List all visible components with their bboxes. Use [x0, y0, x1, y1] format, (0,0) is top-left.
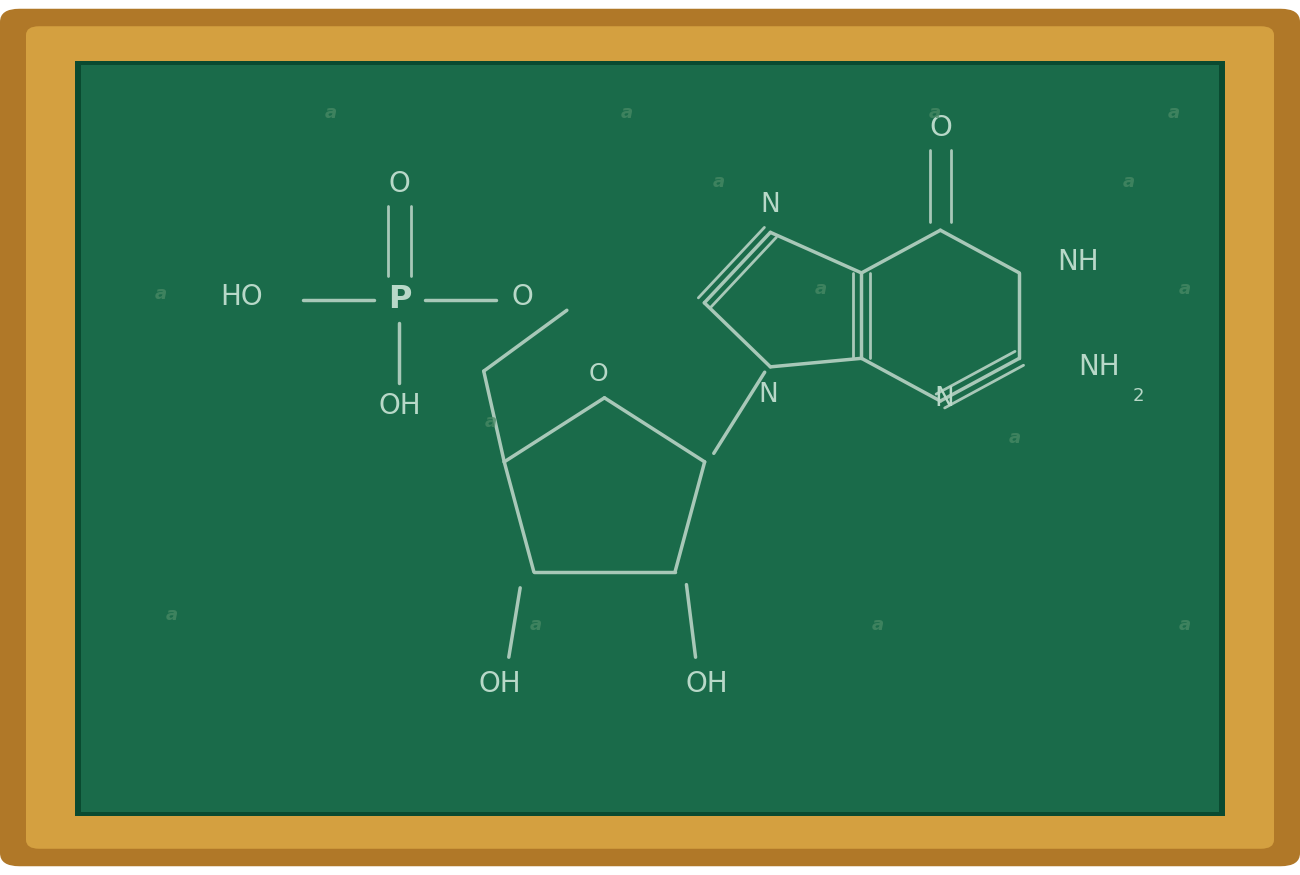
Text: OH: OH — [378, 392, 421, 420]
Text: a: a — [530, 616, 542, 634]
Text: OH: OH — [685, 670, 728, 698]
Text: a: a — [928, 104, 941, 122]
Text: a: a — [872, 616, 884, 634]
Text: a: a — [1179, 616, 1191, 634]
Text: P: P — [387, 284, 411, 315]
Text: O: O — [930, 114, 952, 142]
Text: a: a — [1009, 430, 1021, 447]
Text: a: a — [815, 280, 827, 298]
Text: a: a — [165, 606, 178, 624]
Text: a: a — [325, 104, 337, 122]
Text: NH: NH — [1079, 353, 1121, 381]
Text: OH: OH — [478, 670, 521, 698]
Text: NH: NH — [1058, 248, 1100, 276]
FancyBboxPatch shape — [26, 26, 1274, 849]
Text: O: O — [389, 171, 411, 199]
Text: HO: HO — [220, 284, 263, 312]
Text: N: N — [760, 192, 780, 218]
Text: a: a — [1179, 280, 1191, 298]
Text: a: a — [155, 285, 166, 304]
Text: a: a — [712, 173, 724, 191]
Text: O: O — [512, 284, 533, 312]
FancyBboxPatch shape — [81, 65, 1219, 812]
Text: N: N — [758, 382, 777, 408]
Text: O: O — [589, 362, 608, 387]
FancyBboxPatch shape — [0, 9, 1300, 866]
Text: a: a — [1167, 104, 1180, 122]
Text: a: a — [621, 104, 633, 122]
Text: 2: 2 — [1134, 387, 1144, 404]
Text: a: a — [1122, 173, 1135, 191]
Text: a: a — [485, 413, 497, 431]
Text: N: N — [933, 386, 954, 412]
FancyBboxPatch shape — [75, 61, 1225, 816]
